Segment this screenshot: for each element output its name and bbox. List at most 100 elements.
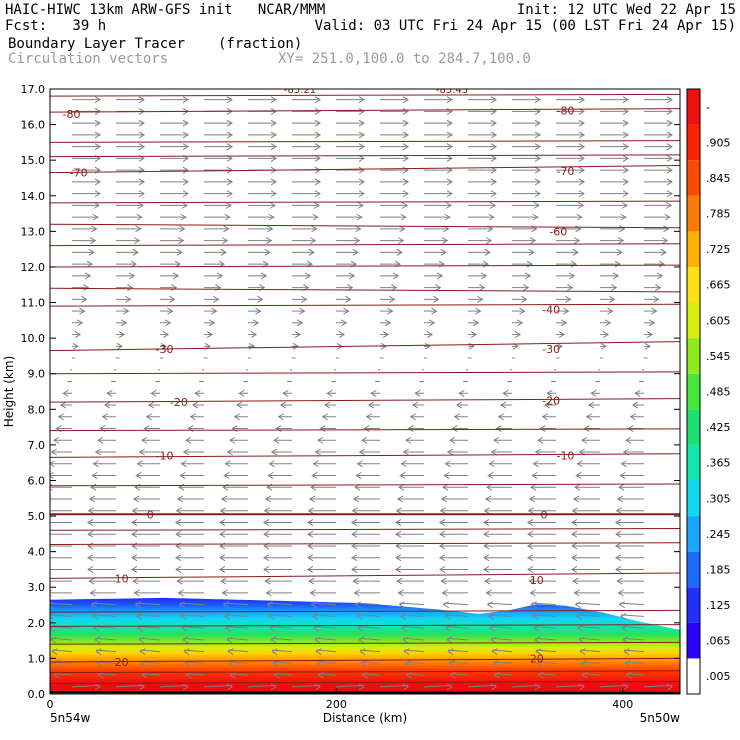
- vector-arrow: [311, 612, 337, 620]
- vector-arrow: [485, 589, 512, 597]
- contour-line: [50, 223, 680, 229]
- vector-arrow: [644, 119, 673, 127]
- vector-arrow: [590, 389, 600, 397]
- vector-arrow: [483, 554, 512, 562]
- vector-arrow: [468, 272, 488, 280]
- vector-arrow: [499, 401, 512, 409]
- vector-arrow: [336, 107, 365, 115]
- vector-arrow: [488, 460, 512, 468]
- vector-arrow: [468, 131, 497, 139]
- colorbar-swatch: [687, 266, 700, 303]
- vector-arrow: [600, 248, 623, 256]
- vector-arrow: [600, 342, 607, 350]
- vector-arrow: [72, 307, 86, 315]
- vector-arrow: [600, 307, 614, 315]
- vector-arrow: [644, 260, 666, 268]
- vector-arrow: [644, 342, 651, 350]
- vector-arrow: [575, 612, 601, 620]
- vector-arrow: [222, 601, 249, 609]
- vector-arrow: [379, 683, 409, 691]
- vector-arrow: [292, 190, 321, 198]
- vector-arrow: [600, 201, 628, 209]
- vector-arrow: [116, 166, 145, 174]
- vector-arrow: [468, 284, 486, 292]
- contour-label: -80: [556, 104, 574, 117]
- vector-arrow: [527, 507, 556, 515]
- vector-arrow: [439, 554, 468, 562]
- contour-label: -10: [156, 450, 174, 463]
- vector-arrow: [248, 143, 277, 151]
- vector-arrow: [644, 178, 673, 186]
- vector-arrow: [204, 201, 232, 209]
- contour-line: [50, 108, 680, 113]
- vector-arrow: [291, 683, 321, 691]
- vector-arrow: [451, 425, 468, 432]
- vector-arrow: [139, 648, 161, 656]
- y-tick-label: 15.0: [21, 154, 46, 167]
- vector-arrow: [89, 589, 116, 597]
- vector-arrow: [282, 389, 292, 397]
- vector-arrow: [405, 436, 424, 444]
- vector-arrow: [248, 213, 275, 221]
- x-tick-label: 0: [47, 698, 54, 711]
- vector-arrow: [534, 636, 557, 644]
- vector-arrow: [399, 612, 425, 620]
- vector-arrow: [248, 225, 274, 233]
- vector-arrow: [600, 107, 629, 115]
- vector-arrow: [292, 143, 321, 151]
- vector-arrow: [182, 448, 204, 456]
- vector-arrow: [380, 331, 390, 338]
- vector-arrow: [483, 507, 512, 515]
- vector-arrow: [248, 190, 277, 198]
- vector-arrow: [175, 507, 204, 515]
- vector-arrow: [380, 225, 406, 233]
- vector-arrow: [399, 472, 424, 479]
- vector-arrow: [644, 331, 654, 338]
- vector-arrow: [116, 225, 142, 233]
- vector-arrow: [248, 96, 277, 104]
- vector-arrow: [600, 213, 627, 221]
- vector-arrow: [263, 530, 292, 538]
- vector-arrow: [292, 213, 319, 221]
- vector-arrow: [511, 683, 541, 691]
- vector-arrow: [248, 319, 260, 327]
- vector-arrow: [492, 659, 513, 667]
- vector-arrow: [395, 530, 424, 538]
- vector-arrow: [621, 624, 645, 632]
- vector-arrow: [307, 566, 336, 573]
- contour-label: -10: [556, 450, 574, 463]
- vector-arrow: [336, 96, 365, 104]
- x-axis-label: Distance (km): [323, 711, 407, 725]
- colorbar-swatch: [687, 89, 700, 125]
- vector-arrow: [512, 190, 541, 198]
- vector-arrow: [50, 577, 72, 585]
- vector-arrow: [50, 557, 72, 559]
- vector-arrow: [160, 295, 176, 303]
- vector-arrow: [189, 413, 204, 421]
- vector-arrow: [248, 119, 277, 127]
- vector-arrow: [62, 389, 72, 397]
- vector-arrow: [131, 566, 160, 573]
- contour-label: -85.21: [284, 85, 316, 96]
- vector-arrow: [248, 342, 255, 350]
- vector-arrow: [221, 589, 248, 597]
- vector-arrow: [442, 483, 468, 491]
- colorbar-swatch: [687, 195, 700, 232]
- x-tick-label: 400: [612, 698, 633, 711]
- vector-arrow: [484, 495, 512, 503]
- vector-arrow: [317, 436, 336, 444]
- vector-arrow: [424, 107, 453, 115]
- vector-arrow: [414, 389, 424, 397]
- vector-arrow: [424, 154, 453, 162]
- vector-arrow: [183, 648, 205, 656]
- circulation-vectors: [50, 96, 673, 691]
- vector-arrow: [136, 460, 160, 468]
- contour-line: [50, 609, 680, 613]
- vector-arrow: [380, 295, 396, 303]
- contour-line: [50, 140, 680, 143]
- vector-arrow: [72, 213, 99, 221]
- vector-arrow: [439, 530, 468, 538]
- colorbar-swatch: [687, 338, 700, 374]
- vector-arrow: [160, 166, 189, 174]
- vector-arrow: [185, 436, 204, 444]
